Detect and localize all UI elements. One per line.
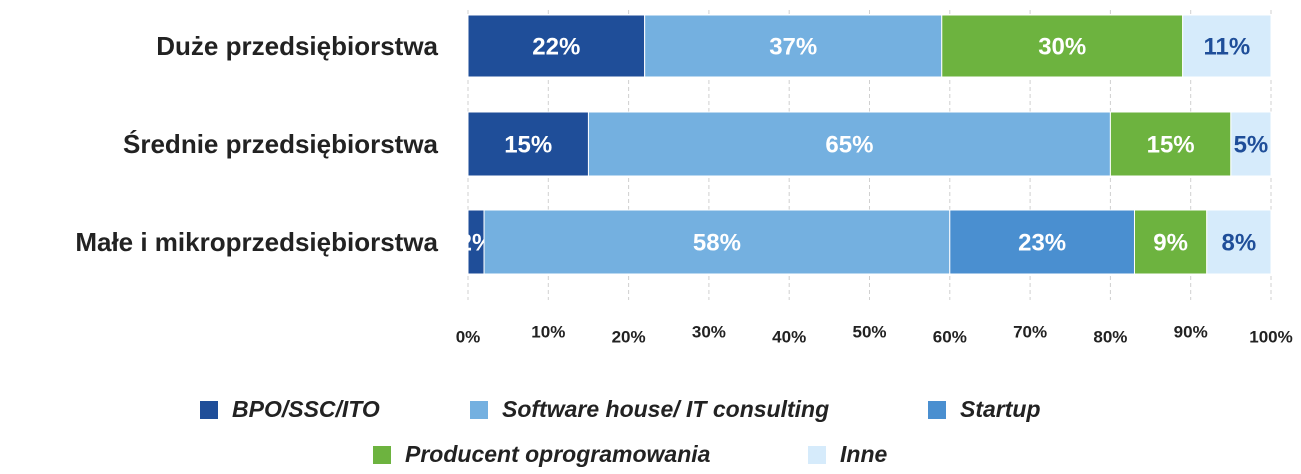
- x-tick-label: 10%: [531, 322, 565, 341]
- value-label: 22%: [532, 33, 580, 60]
- legend-swatch: [373, 446, 391, 464]
- bar-segment: [949, 209, 1135, 275]
- bar-segment: [1133, 209, 1208, 275]
- x-tick-label: 0%: [456, 327, 481, 346]
- legend-label: Inne: [840, 441, 887, 467]
- x-tick-label: 60%: [933, 327, 967, 346]
- value-label: 8%: [1222, 229, 1257, 256]
- x-tick-label: 80%: [1093, 327, 1127, 346]
- x-tick-label: 100%: [1249, 327, 1292, 346]
- bar-segment: [941, 14, 1184, 78]
- legend-label: Startup: [960, 396, 1041, 422]
- legend-swatch: [470, 401, 488, 419]
- x-tick-label: 70%: [1013, 322, 1047, 341]
- x-tick-label: 40%: [772, 327, 806, 346]
- legend-swatch: [200, 401, 218, 419]
- category-label: Małe i mikroprzedsiębiorstwa: [75, 227, 438, 257]
- value-label: 15%: [1147, 131, 1195, 158]
- x-tick-label: 20%: [612, 327, 646, 346]
- category-label: Duże przedsiębiorstwa: [156, 31, 438, 61]
- value-label: 23%: [1018, 229, 1066, 256]
- legend-swatch: [928, 401, 946, 419]
- legend-label: Software house/ IT consulting: [502, 396, 829, 422]
- bar-segment: [1206, 209, 1272, 275]
- legend-swatch: [808, 446, 826, 464]
- bar-segment: [1230, 111, 1272, 177]
- legend-label: BPO/SSC/ITO: [232, 396, 380, 422]
- x-tick-label: 90%: [1174, 322, 1208, 341]
- value-label: 11%: [1203, 33, 1250, 60]
- value-label: 15%: [504, 131, 552, 158]
- x-tick-label: 50%: [852, 322, 886, 341]
- value-label: 9%: [1153, 229, 1188, 256]
- bar-segment: [467, 14, 646, 78]
- x-tick-label: 30%: [692, 322, 726, 341]
- value-label: 5%: [1234, 131, 1269, 158]
- legend-label: Producent oprogramowania: [405, 441, 711, 467]
- bar-segment: [1109, 111, 1232, 177]
- value-label: 65%: [825, 131, 873, 158]
- category-label: Średnie przedsiębiorstwa: [123, 129, 439, 159]
- bar-segment: [644, 14, 943, 78]
- value-label: 58%: [693, 229, 741, 256]
- value-label: 37%: [769, 33, 817, 60]
- bar-segment: [1182, 14, 1272, 78]
- bar-segment: [483, 209, 951, 275]
- value-label: 30%: [1038, 33, 1086, 60]
